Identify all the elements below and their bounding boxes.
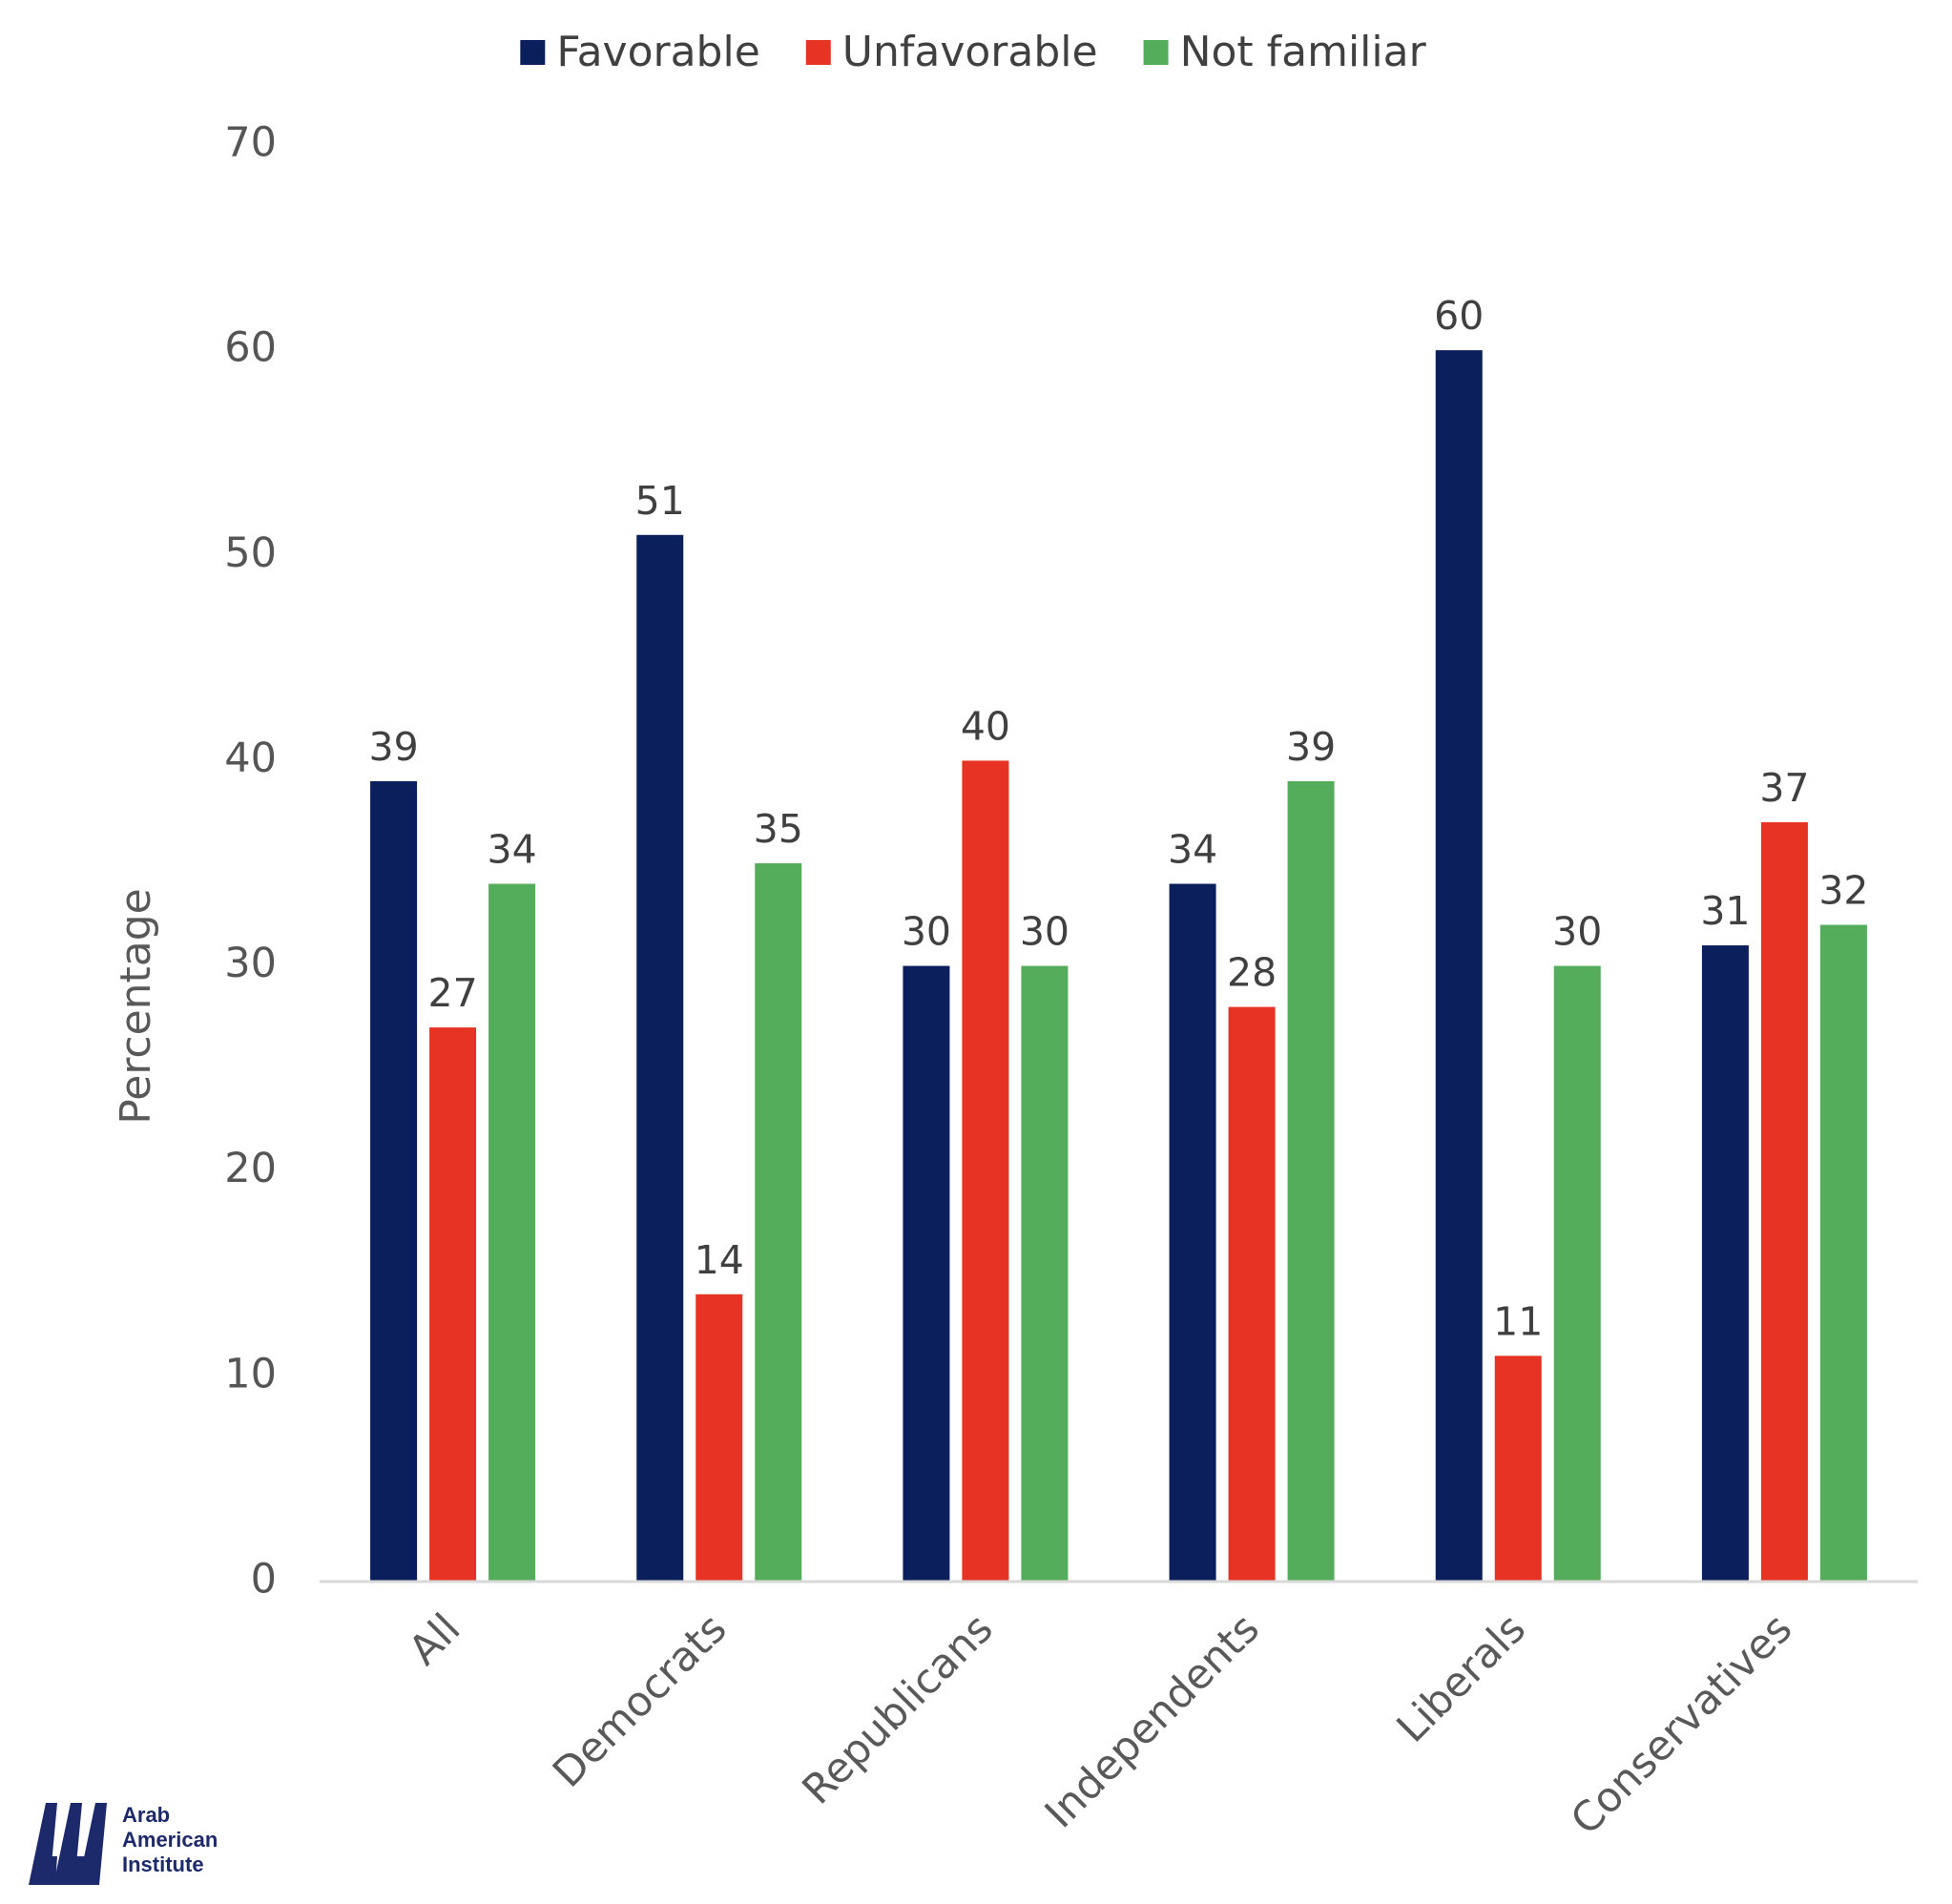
x-tick-label: All — [400, 1604, 469, 1674]
bar-unfavorable — [696, 1293, 743, 1582]
bar-not-familiar — [1287, 780, 1335, 1582]
bar-favorable — [903, 965, 950, 1582]
x-tick-label: Liberals — [1388, 1604, 1535, 1751]
data-label: 14 — [695, 1237, 744, 1283]
bar-favorable — [1701, 945, 1749, 1582]
y-tick-label: 0 — [251, 1556, 277, 1604]
bar-not-familiar — [1021, 965, 1069, 1582]
bars — [370, 350, 1867, 1583]
y-tick-label: 70 — [224, 119, 277, 167]
y-axis-title: Percentage — [112, 888, 160, 1125]
logo-line-3: Institute — [122, 1852, 204, 1876]
data-label: 32 — [1818, 868, 1868, 914]
bar-not-familiar — [1553, 965, 1601, 1582]
legend-swatch — [520, 40, 546, 65]
aai-logo: Arab American Institute — [29, 1803, 218, 1885]
data-label: 39 — [368, 724, 418, 770]
y-tick-label: 50 — [224, 529, 277, 577]
data-label: 30 — [1552, 909, 1602, 955]
bar-favorable — [636, 534, 684, 1582]
data-label: 60 — [1434, 293, 1484, 339]
data-label: 31 — [1700, 888, 1750, 934]
x-axis: All Democrats Republicans Independents Liber… — [400, 1604, 1801, 1844]
bar-unfavorable — [1228, 1006, 1276, 1582]
legend-label: Favorable — [556, 28, 759, 76]
data-label: 37 — [1759, 765, 1809, 811]
data-label: 51 — [635, 478, 685, 524]
legend-label: Not familiar — [1180, 28, 1427, 76]
logo-line-2: American — [122, 1828, 218, 1852]
x-tick-label: Democrats — [544, 1604, 736, 1796]
y-tick-label: 10 — [224, 1350, 277, 1397]
data-label: 34 — [487, 827, 536, 873]
data-label: 34 — [1168, 827, 1217, 873]
data-label: 35 — [754, 806, 803, 852]
data-label: 40 — [961, 703, 1010, 749]
y-tick-label: 40 — [224, 735, 277, 782]
data-labels: 39 27 34 51 14 35 30 40 30 34 28 39 60 11 30 31 37 32 — [368, 293, 1868, 1344]
legend-swatch — [1143, 40, 1169, 65]
bar-unfavorable — [1760, 821, 1808, 1582]
y-axis: 0 10 20 30 40 50 60 70 — [224, 119, 277, 1604]
bar-not-familiar — [1819, 924, 1867, 1582]
bar-favorable — [370, 780, 418, 1582]
legend-item: Favorable — [520, 28, 760, 76]
legend-label: Unfavorable — [842, 28, 1098, 76]
bar-favorable — [1169, 883, 1216, 1582]
x-tick-label: Republicans — [794, 1604, 1003, 1813]
bar-not-familiar — [488, 883, 536, 1582]
legend: Favorable Unfavorable Not familiar — [520, 28, 1427, 76]
bar-favorable — [1435, 350, 1483, 1583]
x-tick-label: Independents — [1036, 1604, 1269, 1837]
bar-unfavorable — [429, 1027, 477, 1582]
data-label: 11 — [1493, 1298, 1543, 1344]
data-label: 27 — [427, 970, 477, 1016]
data-label: 30 — [902, 909, 951, 955]
data-label: 30 — [1020, 909, 1069, 955]
legend-item: Unfavorable — [805, 28, 1098, 76]
logo-mark-icon — [29, 1803, 107, 1885]
x-tick-label: Conservatives — [1562, 1604, 1801, 1844]
legend-item: Not familiar — [1143, 28, 1427, 76]
y-tick-label: 30 — [224, 940, 277, 987]
bar-not-familiar — [755, 863, 802, 1582]
data-label: 39 — [1286, 724, 1336, 770]
y-tick-label: 60 — [224, 324, 277, 372]
data-label: 28 — [1227, 950, 1277, 996]
y-tick-label: 20 — [224, 1145, 277, 1192]
legend-swatch — [805, 40, 831, 65]
logo-line-1: Arab — [122, 1803, 170, 1827]
bar-unfavorable — [1494, 1356, 1542, 1582]
bar-unfavorable — [962, 760, 1009, 1582]
